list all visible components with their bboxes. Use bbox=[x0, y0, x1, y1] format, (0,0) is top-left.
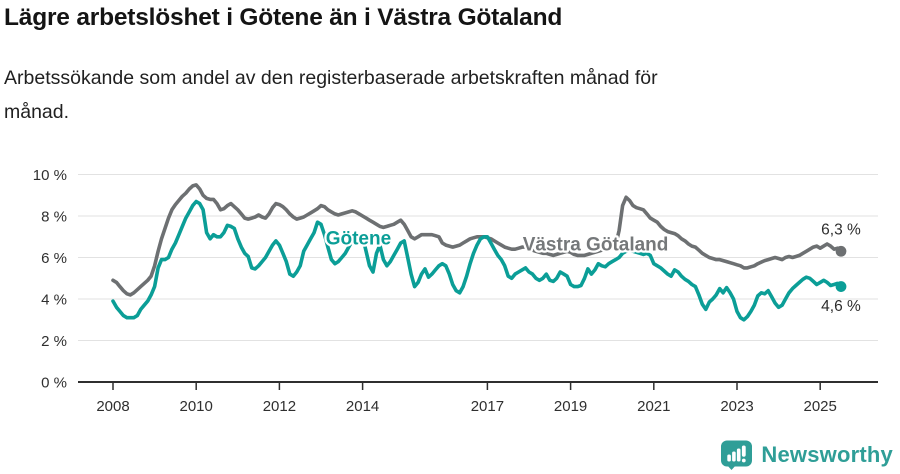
x-axis: 2008 2010 2012 2014 2017 2019 2021 2023 2025 bbox=[78, 381, 878, 415]
series-lines bbox=[111, 183, 843, 322]
y-tick-label: 2 % bbox=[41, 333, 67, 350]
chart-title: Lägre arbetslöshet i Götene än i Västra … bbox=[4, 4, 563, 31]
series-line-gotene bbox=[111, 199, 843, 322]
gridlines bbox=[78, 174, 878, 341]
x-tick-label: 2014 bbox=[346, 398, 379, 415]
x-tick-label: 2017 bbox=[471, 398, 504, 415]
exclamation-glyph bbox=[742, 445, 747, 463]
brand-wordmark: Newsworthy bbox=[761, 442, 893, 467]
y-tick-label: 10 % bbox=[33, 167, 67, 184]
x-tick-label: 2010 bbox=[180, 398, 213, 415]
chart-subtitle-line-2: månad. bbox=[4, 101, 70, 123]
y-tick-label: 8 % bbox=[41, 209, 67, 226]
series-labels: Västra Götaland Götene bbox=[323, 226, 670, 258]
series-line-vastra-gotaland bbox=[111, 183, 843, 297]
series-label-vastra-gotaland: Västra Götaland bbox=[523, 235, 669, 256]
y-tick-label: 0 % bbox=[41, 375, 67, 392]
chart-subtitle: Arbetssökande som andel av den registerb… bbox=[4, 61, 658, 129]
x-tick-label: 2023 bbox=[720, 398, 753, 415]
x-tick-label: 2008 bbox=[96, 398, 129, 415]
end-value-labels: 6,3 % 4,6 % bbox=[821, 222, 861, 315]
end-dot-gotene bbox=[835, 281, 847, 292]
end-markers bbox=[835, 245, 847, 292]
y-tick-label: 4 % bbox=[41, 292, 67, 309]
end-dot-vastra-gotaland bbox=[835, 245, 847, 257]
bar-chart-glyph bbox=[727, 448, 741, 462]
newsworthy-logo-icon bbox=[721, 440, 753, 470]
x-tick-label: 2021 bbox=[637, 398, 670, 415]
x-tick-label: 2012 bbox=[263, 398, 296, 415]
end-value-label-gotene: 4,6 % bbox=[821, 298, 861, 315]
y-tick-label: 6 % bbox=[41, 250, 67, 267]
x-tick-label: 2025 bbox=[804, 398, 837, 415]
chart-subtitle-line-1: Arbetssökande som andel av den registerb… bbox=[4, 67, 658, 89]
y-axis-labels: 0 % 2 % 4 % 6 % 8 % 10 % bbox=[33, 167, 67, 392]
series-label-gotene: Götene bbox=[326, 229, 391, 250]
speech-bubble-shape bbox=[721, 440, 753, 470]
x-tick-label: 2019 bbox=[554, 398, 587, 415]
newsworthy-logo: Newsworthy bbox=[720, 440, 893, 470]
end-value-label-vastra-gotaland: 6,3 % bbox=[821, 222, 861, 239]
